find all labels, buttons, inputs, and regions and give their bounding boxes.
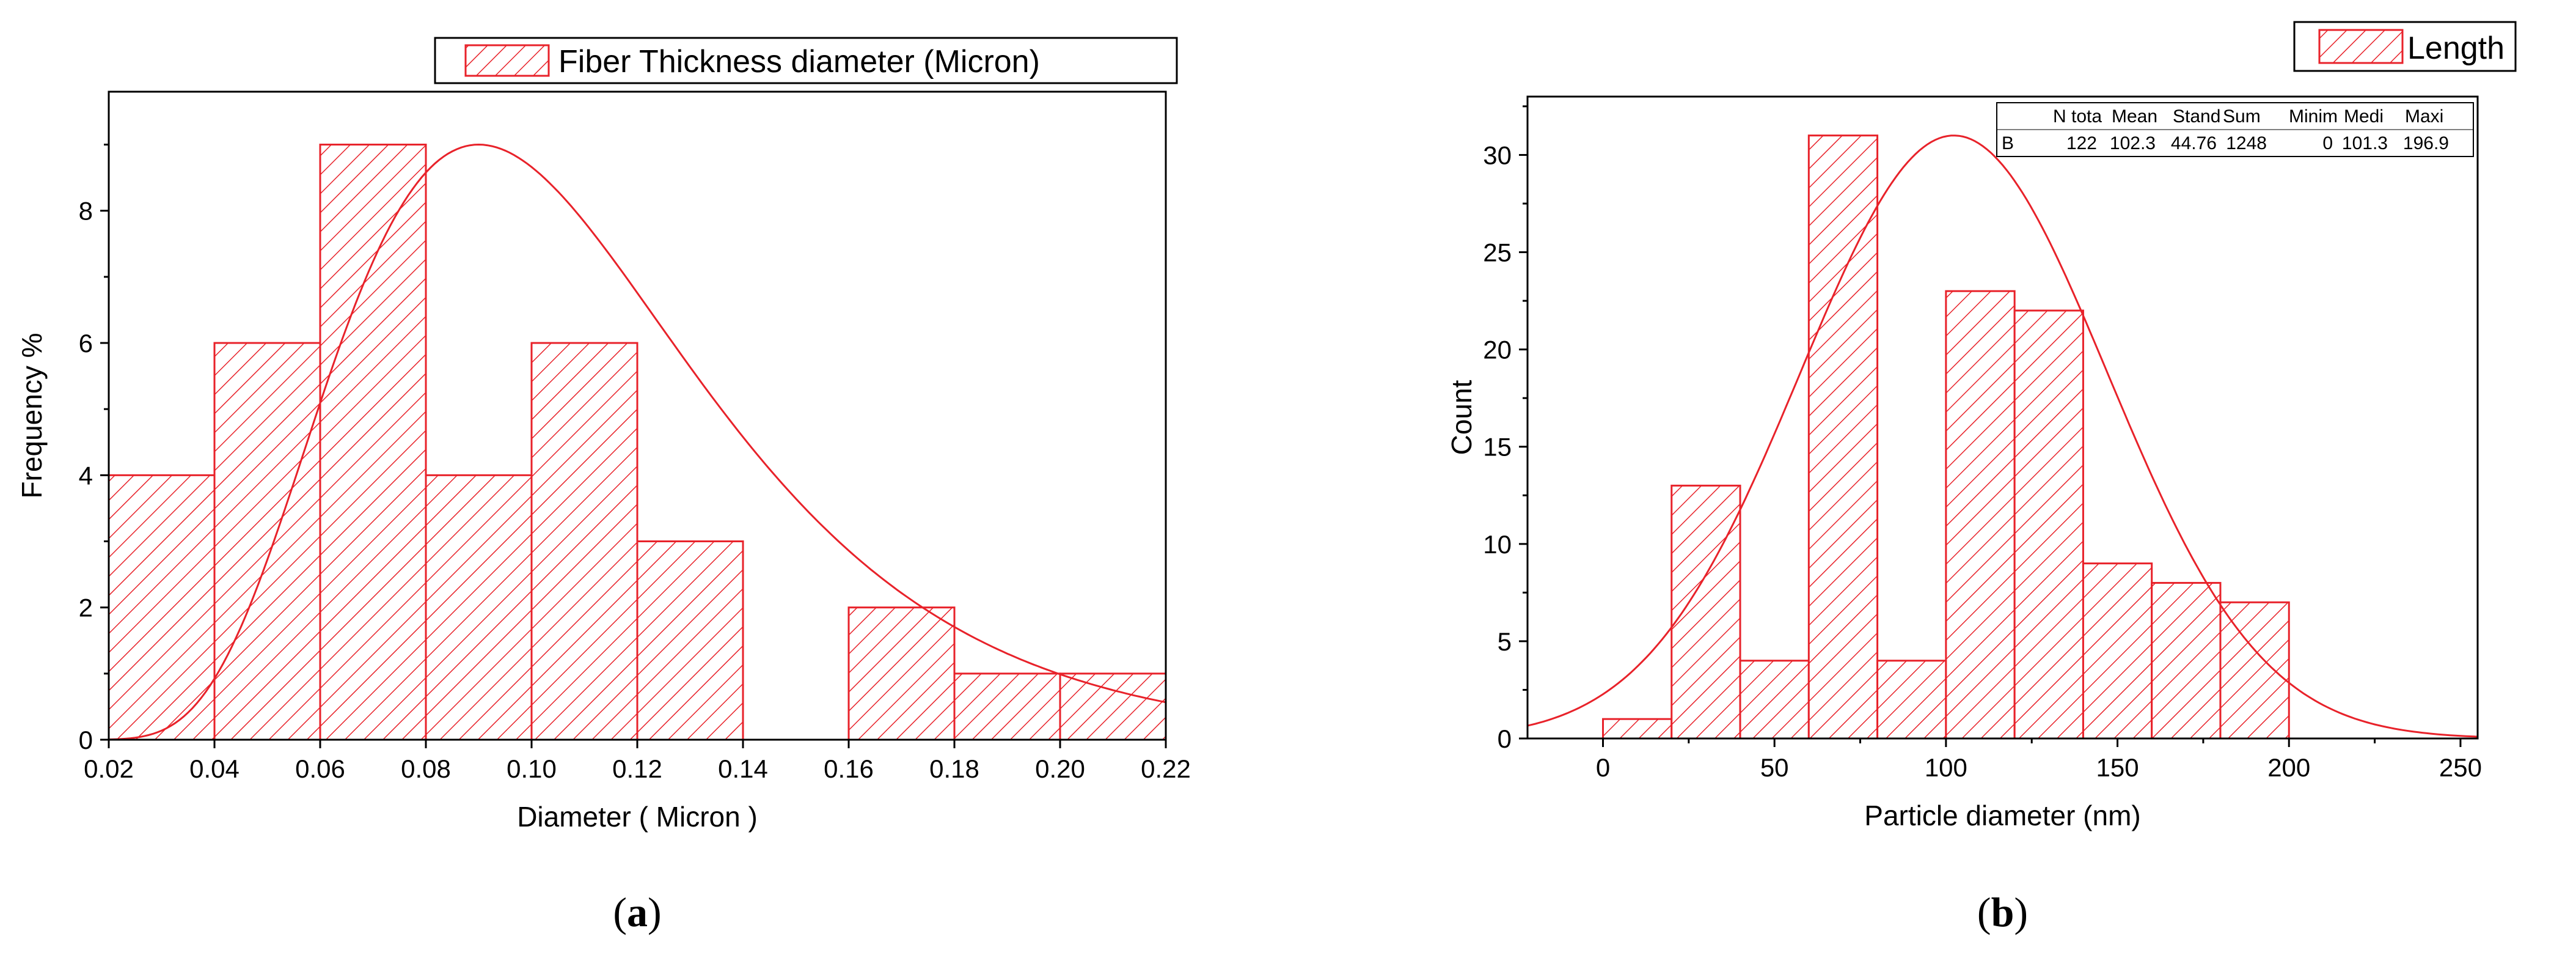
chart-a-y-ticks: 0 2 4 6 8: [79, 144, 109, 754]
chart-b-stats-header-2: Mean: [2112, 106, 2157, 127]
chart-b-bar-4: [1876, 660, 1947, 740]
chart-a-x-tick-label-10: 0.22: [1141, 754, 1191, 783]
chart-b-bar-7: [2082, 562, 2153, 740]
chart-b-bar-2: [1739, 660, 1810, 740]
chart-a-y-tick-label-3: 6: [79, 329, 93, 358]
chart-a-y-tick-label-4: 8: [79, 197, 93, 226]
chart-b-stats-header-7: Maxi: [2405, 106, 2443, 127]
chart-b-stats-cell-2: 102.3: [2110, 133, 2156, 153]
chart-b-x-tick-label-0: 0: [1596, 753, 1610, 782]
chart-b-stats-cell-5: 0: [2322, 133, 2333, 153]
chart-b-x-tick-label-4: 200: [2267, 753, 2310, 782]
chart-a-bar-5: [636, 540, 744, 741]
chart-b-legend-label: Length: [2407, 31, 2505, 66]
chart-a-bar-1: [213, 342, 321, 741]
chart-b-histogram: 0 50 100 150 200 250 0 5 10 15 20 25 30 Particle di…: [1446, 21, 2517, 935]
chart-b-stats-table: N tota Mean Stand Sum Minim Medi Maxi B 122 102.3…: [1996, 102, 2474, 157]
chart-a-y-tick-label-2: 4: [79, 461, 93, 490]
chart-b-stats-header-1: N tota: [2053, 106, 2102, 127]
chart-b-x-tick-label-2: 100: [1925, 753, 1967, 782]
chart-b-bars: [1602, 134, 2290, 740]
chart-a-x-tick-label-0: 0.02: [84, 754, 134, 783]
chart-a-legend-swatch: [464, 44, 550, 77]
chart-b-x-axis-title: Particle diameter (nm): [1864, 800, 2140, 831]
chart-b-y-ticks: 0 5 10 15 20 25 30: [1483, 105, 1528, 753]
chart-b-y-tick-label-3: 15: [1483, 433, 1512, 462]
chart-b-stats-header-6: Medi: [2344, 106, 2384, 127]
chart-b-panel-label: (b): [1977, 889, 2028, 935]
chart-b-x-tick-label-3: 150: [2096, 753, 2139, 782]
chart-b-bar-0: [1602, 718, 1673, 740]
chart-b-plot-frame: [1526, 95, 2479, 740]
chart-b-bar-3: [1807, 134, 1879, 740]
chart-a-bar-2: [319, 144, 427, 741]
chart-b-bar-5: [1945, 290, 2016, 740]
chart-b-y-axis-title: Count: [1446, 380, 1477, 455]
chart-a-x-tick-label-5: 0.12: [612, 754, 662, 783]
chart-a-y-axis-title: Frequency %: [16, 333, 48, 498]
chart-a-fit-curve: [108, 143, 1166, 741]
chart-b-x-ticks: 0 50 100 150 200 250: [1596, 738, 2482, 782]
chart-a-x-tick-label-2: 0.06: [295, 754, 345, 783]
chart-a-bars: [108, 144, 1167, 741]
chart-a-x-tick-label-8: 0.18: [929, 754, 979, 783]
chart-a-x-tick-label-9: 0.20: [1035, 754, 1085, 783]
chart-a-histogram: 0.02 0.04 0.06 0.08 0.10 0.12 0.14 0.16 0.18 0.20…: [16, 37, 1191, 935]
chart-b-legend: Length: [2293, 21, 2517, 72]
chart-a-bar-9: [1059, 672, 1167, 741]
chart-b-stats-cell-0: B: [2002, 133, 2014, 153]
chart-b-stats-cell-7: 196.9: [2403, 133, 2449, 153]
chart-b-y-tick-label-1: 5: [1498, 627, 1512, 656]
chart-b-y-tick-label-4: 20: [1483, 336, 1512, 364]
chart-b-y-tick-label-5: 25: [1483, 238, 1512, 267]
chart-b-panel-letter: b: [1991, 889, 2014, 935]
chart-b-legend-swatch: [2318, 29, 2404, 64]
chart-b-x-tick-label-1: 50: [1760, 753, 1789, 782]
chart-b-stats-cell-6: 101.3: [2342, 133, 2388, 153]
chart-b-bar-6: [2013, 309, 2084, 740]
chart-b-stats-cell-4: 1248: [2226, 133, 2267, 153]
chart-a-y-tick-label-1: 2: [79, 594, 93, 622]
chart-b-x-tick-label-5: 250: [2439, 753, 2482, 782]
chart-a-panel-label: (a): [613, 889, 661, 935]
chart-b-stats-header-3: Stand: [2173, 106, 2220, 127]
chart-a-bar-4: [530, 342, 639, 741]
chart-b-stats-cell-3: 44.76: [2171, 133, 2217, 153]
chart-a-x-tick-label-6: 0.14: [718, 754, 768, 783]
chart-b-y-tick-label-0: 0: [1498, 724, 1512, 753]
chart-a-bar-8: [953, 672, 1061, 741]
chart-a-x-ticks: 0.02 0.04 0.06 0.08 0.10 0.12 0.14 0.16 0.18 0.20…: [84, 740, 1191, 783]
chart-b-y-tick-label-6: 30: [1483, 141, 1512, 169]
chart-a-legend-label: Fiber Thickness diameter (Micron): [558, 44, 1040, 79]
chart-b-stats-header-4: Sum: [2223, 106, 2261, 127]
chart-a-y-tick-label-0: 0: [79, 726, 93, 754]
chart-a-x-tick-label-3: 0.08: [401, 754, 451, 783]
chart-a-legend-box: [434, 37, 1178, 84]
chart-a-legend: Fiber Thickness diameter (Micron): [434, 37, 1178, 84]
chart-a-bar-3: [425, 474, 533, 741]
chart-b-fit-curve: [1527, 134, 2478, 738]
chart-b-bar-9: [2219, 601, 2290, 740]
chart-b-stats-cell-1: 122: [2066, 133, 2097, 153]
chart-b-y-tick-label-2: 10: [1483, 530, 1512, 559]
chart-a-panel-letter: a: [627, 889, 648, 935]
chart-a-x-tick-label-7: 0.16: [824, 754, 874, 783]
chart-a-bar-0: [108, 474, 216, 741]
chart-b-stats-header-5: Minim: [2289, 106, 2338, 127]
chart-a-x-axis-title: Diameter ( Micron ): [517, 801, 758, 833]
chart-b-bar-8: [2151, 581, 2222, 740]
chart-a-x-tick-label-1: 0.04: [189, 754, 240, 783]
chart-a-x-tick-label-4: 0.10: [507, 754, 557, 783]
chart-a-bar-7: [847, 606, 956, 741]
